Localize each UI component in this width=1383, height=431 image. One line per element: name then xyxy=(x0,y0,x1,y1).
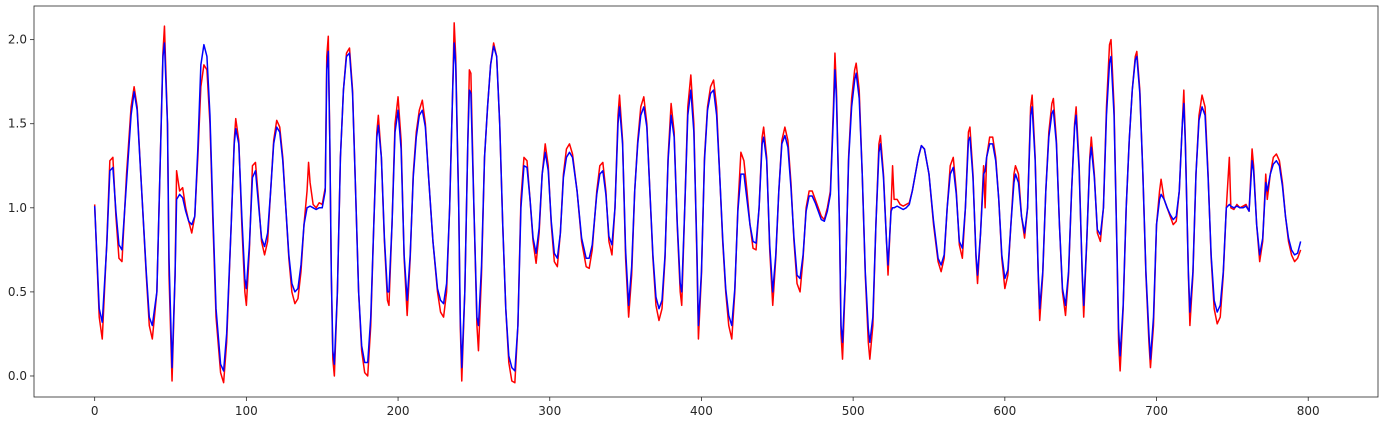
y-tick-label: 1.5 xyxy=(8,117,27,131)
series-line-1 xyxy=(93,22,1302,384)
x-tick-label: 700 xyxy=(1145,404,1168,418)
y-axis: 0.0 0.5 1.0 1.5 2.0 xyxy=(8,33,34,383)
x-tick-label: 0 xyxy=(91,404,99,418)
x-tick-label: 800 xyxy=(1297,404,1320,418)
y-tick-label: 0.5 xyxy=(8,285,27,299)
x-axis: 0 100 200 300 400 500 600 700 800 xyxy=(91,397,1320,418)
x-tick-label: 200 xyxy=(387,404,410,418)
plot-area-frame xyxy=(33,5,1379,398)
x-tick-label: 400 xyxy=(690,404,713,418)
y-tick-label: 2.0 xyxy=(8,33,27,47)
y-tick-label: 1.0 xyxy=(8,201,27,215)
y-tick-label: 0.0 xyxy=(8,369,27,383)
x-tick-label: 300 xyxy=(538,404,561,418)
x-tick-label: 100 xyxy=(235,404,258,418)
series-line-2 xyxy=(93,42,1302,372)
series-layer xyxy=(93,22,1302,384)
x-tick-label: 600 xyxy=(993,404,1016,418)
x-tick-label: 500 xyxy=(842,404,865,418)
